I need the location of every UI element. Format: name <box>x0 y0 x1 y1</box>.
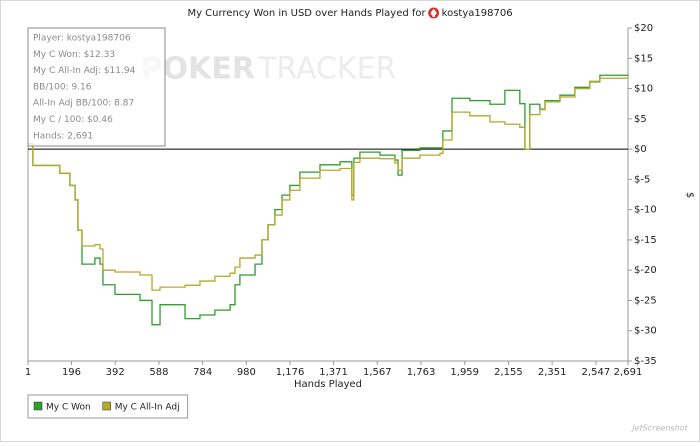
player-name: kostya198706 <box>442 8 513 19</box>
x-tick-label: 196 <box>62 367 81 378</box>
y-tick-label: $-20 <box>634 265 657 276</box>
player-icon <box>428 7 440 19</box>
y-tick-label: $15 <box>634 53 653 64</box>
chart-title: My Currency Won in USD over Hands Played… <box>187 8 426 19</box>
x-tick-label: 2,155 <box>494 367 523 378</box>
corner-logo: JetScreenshot <box>630 424 688 433</box>
stats-line: Player: kostya198706 <box>33 34 131 44</box>
legend-swatch <box>33 401 43 411</box>
stats-line: Hands: 2,691 <box>33 131 93 141</box>
y-axis-label: $ <box>684 192 695 198</box>
stats-line: All-In Adj BB/100: 8.87 <box>33 99 134 109</box>
legend-swatch <box>102 401 111 411</box>
x-tick-label: 2,691 <box>614 367 643 378</box>
x-tick-label: 784 <box>193 367 212 378</box>
legend-label: My C Won <box>46 403 91 413</box>
x-axis-label: Hands Played <box>294 379 362 390</box>
x-tick-label: 1 <box>25 367 31 378</box>
stats-line: My C All-In Adj: $11.94 <box>33 66 136 76</box>
y-tick-label: $-35 <box>634 356 657 367</box>
x-tick-label: 1,959 <box>450 367 479 378</box>
y-tick-label: $5 <box>634 114 647 125</box>
legend-label: My C All-In Adj <box>115 403 180 413</box>
stats-box <box>27 27 166 147</box>
x-tick-label: 980 <box>237 367 256 378</box>
y-tick-label: $-10 <box>634 205 657 216</box>
x-tick-label: 2,351 <box>538 367 567 378</box>
legend: My C Won My C All-In Adj <box>27 394 189 419</box>
stats-line: BB/100: 9.16 <box>33 82 92 92</box>
x-tick-label: 1,567 <box>363 367 392 378</box>
y-tick-label: $-5 <box>634 174 650 185</box>
x-tick-label: 588 <box>149 367 168 378</box>
y-tick-label: $-25 <box>634 295 657 306</box>
y-tick-label: $-15 <box>634 235 657 246</box>
x-tick-label: 392 <box>106 367 125 378</box>
y-tick-label: $20 <box>634 23 653 34</box>
x-tick-label: 1,176 <box>276 367 305 378</box>
stats-line: My C / 100: $0.46 <box>33 115 113 125</box>
stats-line: My C Won: $12.33 <box>33 50 115 60</box>
y-tick-label: $0 <box>634 144 647 155</box>
series-line <box>28 76 629 291</box>
x-tick-label: 1,371 <box>319 367 348 378</box>
x-tick-label: 1,763 <box>407 367 436 378</box>
x-tick-label: 2,547 <box>582 367 611 378</box>
y-tick-label: $-30 <box>634 326 657 337</box>
watermark: TRACKER <box>257 52 396 87</box>
y-tick-label: $10 <box>634 84 653 95</box>
